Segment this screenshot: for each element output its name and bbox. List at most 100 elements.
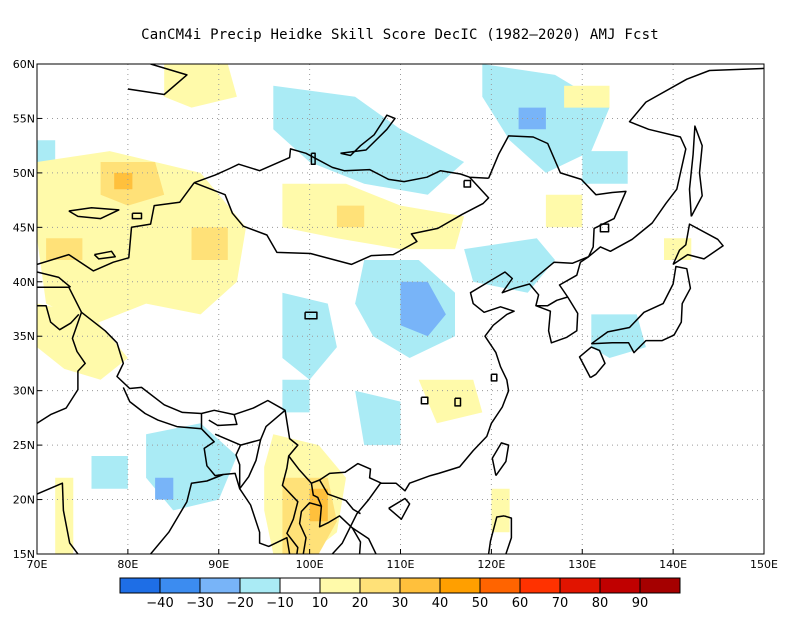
coastline-11 <box>487 515 505 554</box>
latitude-axis: 15N 20N 25N 30N 35N 40N 45N 50N 55N 60N <box>13 58 42 561</box>
colorbar-label: 50 <box>472 596 489 611</box>
coastline-3 <box>331 67 764 554</box>
border-11 <box>208 414 238 427</box>
skill-region-7 <box>282 292 337 380</box>
colorbar-swatch-10 <box>519 577 561 594</box>
border-3 <box>193 148 489 184</box>
lake-outline-5 <box>463 179 472 188</box>
lat-tick-label: 35N <box>13 330 35 343</box>
lon-tick-label: 150E <box>750 558 778 571</box>
skill-region-0 <box>273 85 465 195</box>
colorbar-label: 90 <box>632 596 649 611</box>
coastline-5 <box>590 265 692 354</box>
lake-outline-10 <box>127 64 188 96</box>
colorbar-label: 30 <box>392 596 409 611</box>
lon-tick-label: 140E <box>659 558 687 571</box>
lat-tick-label: 45N <box>13 221 35 234</box>
skill-region-29 <box>545 194 583 228</box>
coastline-8 <box>491 442 510 477</box>
colorbar-swatch-3 <box>239 577 281 594</box>
lat-lon-grid <box>37 64 764 554</box>
border-0 <box>37 286 382 484</box>
skill-region-15 <box>37 151 246 326</box>
border-9 <box>37 312 86 424</box>
lat-tick-label: 15N <box>13 548 35 561</box>
skill-region-27 <box>418 379 483 424</box>
border-19 <box>318 479 361 515</box>
skill-region-21 <box>336 205 365 228</box>
border-8 <box>37 304 80 331</box>
colorbar-label: 40 <box>432 596 449 611</box>
lon-tick-label: 110E <box>387 558 415 571</box>
lat-tick-label: 55N <box>13 112 35 125</box>
border-7 <box>535 296 568 307</box>
border-12 <box>200 428 224 477</box>
lon-tick-label: 90E <box>208 558 229 571</box>
border-20 <box>351 527 377 554</box>
colorbar-label: 70 <box>552 596 569 611</box>
map-title: CanCM4i Precip Heidke Skill Score DecIC … <box>141 27 659 43</box>
colorbar-label: −40 <box>146 596 173 611</box>
border-18 <box>298 502 322 554</box>
skill-region-19 <box>191 227 228 260</box>
skill-region-32 <box>564 85 610 108</box>
border-16 <box>281 455 299 554</box>
border-1 <box>37 271 72 288</box>
coastline-6 <box>672 223 724 266</box>
longitude-axis: 70E 80E 90E 100E 110E 120E 130E 140E 150E <box>27 549 778 571</box>
colorbar-swatch-9 <box>479 577 521 594</box>
lake-outline-1 <box>68 206 120 220</box>
border-2 <box>37 182 195 272</box>
lat-tick-label: 60N <box>13 58 35 71</box>
colorbar-swatch-11 <box>559 577 601 594</box>
lon-tick-label: 120E <box>477 558 505 571</box>
coastline-9 <box>388 497 411 520</box>
colorbar-label: −30 <box>186 596 213 611</box>
border-13 <box>214 433 242 489</box>
colorbar-swatch-12 <box>599 577 641 594</box>
colorbar-label: 80 <box>592 596 609 611</box>
skill-region-10 <box>464 238 555 293</box>
skill-region-12 <box>582 151 628 184</box>
colorbar-label: −20 <box>226 596 253 611</box>
skill-region-17 <box>114 172 133 190</box>
coastlines <box>37 67 764 554</box>
lon-tick-label: 130E <box>568 558 596 571</box>
border-5 <box>487 135 627 258</box>
lat-tick-label: 40N <box>13 276 35 289</box>
colorbar-swatch-0 <box>119 577 161 594</box>
coastline-7 <box>688 125 703 217</box>
lat-tick-label: 30N <box>13 385 35 398</box>
skill-region-18 <box>46 238 83 260</box>
lake-outline-7 <box>490 373 498 382</box>
lake-outline-9 <box>420 396 429 405</box>
lake-outline-4 <box>310 152 316 165</box>
lakes <box>68 64 610 407</box>
colorbar-swatch-2 <box>199 577 241 594</box>
skill-region-6 <box>155 477 174 500</box>
coastline-10 <box>503 515 513 554</box>
lake-outline-6 <box>599 223 610 233</box>
skill-region-30 <box>664 238 692 260</box>
colorbar-swatch-6 <box>359 577 401 594</box>
lon-tick-label: 70E <box>27 558 48 571</box>
colorbar-swatch-5 <box>319 577 361 594</box>
coastline-0 <box>37 482 79 554</box>
skill-region-14 <box>91 456 128 489</box>
skill-region-25 <box>37 303 128 380</box>
border-17 <box>310 483 362 554</box>
coastline-1 <box>150 472 291 554</box>
lat-tick-label: 50N <box>13 167 35 180</box>
country-borders <box>37 135 627 554</box>
coastline-4 <box>578 346 606 379</box>
colorbar-swatch-1 <box>159 577 201 594</box>
border-4 <box>193 176 490 266</box>
lake-outline-0 <box>93 250 116 260</box>
colorbar-swatch-7 <box>399 577 441 594</box>
border-15 <box>239 439 262 490</box>
lake-outline-2 <box>131 212 143 220</box>
border-6 <box>530 256 589 283</box>
skill-region-8 <box>282 379 310 413</box>
colorbar: −40 −30 −20 −10 10 20 30 40 50 60 70 80 90 <box>119 577 681 611</box>
